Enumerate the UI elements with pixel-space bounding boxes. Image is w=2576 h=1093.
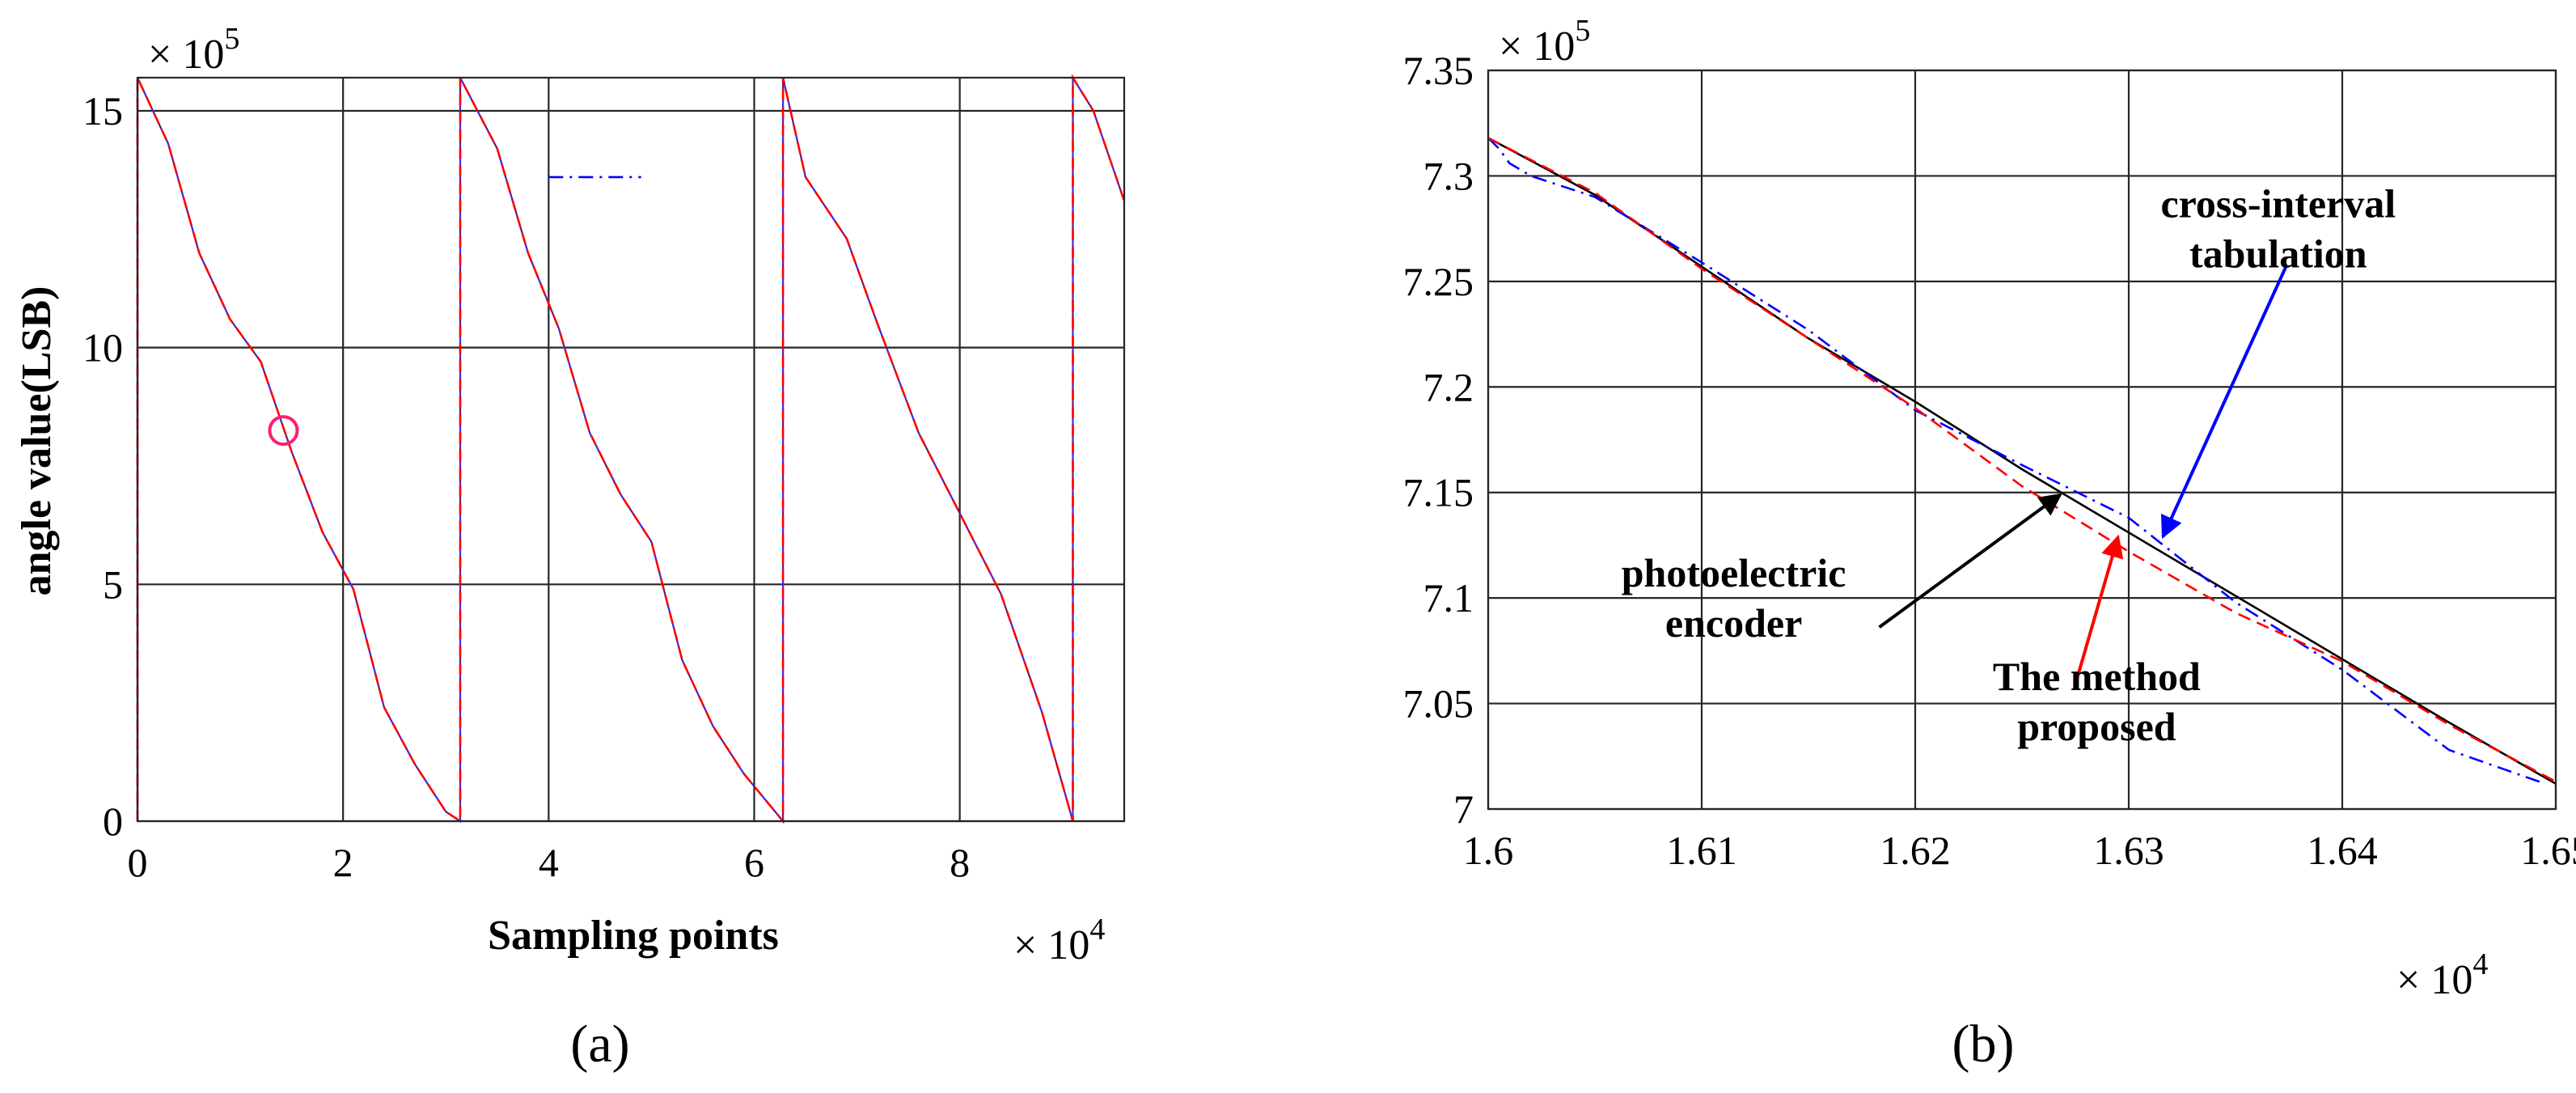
x-tick-label: 1.65 [2520, 828, 2576, 873]
x-tick-label: 1.63 [2093, 828, 2164, 873]
series-group-a [136, 74, 1126, 824]
x-tick-label: 1.62 [1880, 828, 1951, 873]
y-tick-label: 7.2 [1423, 364, 1474, 409]
chart-panel-b: 1.61.611.621.631.641.65 77.057.17.157.27… [1403, 14, 2576, 1074]
y-tick-label: 15 [82, 88, 123, 133]
x-tick-label: 4 [539, 840, 559, 885]
x-multiplier-exp-b: 4 [2472, 947, 2488, 981]
y-multiplier-base-a: × 10 [148, 32, 224, 78]
annotation-label: photoelectric [1622, 550, 1846, 595]
series-line-base [136, 74, 1126, 824]
y-multiplier-exp-b: 5 [1575, 14, 1590, 48]
circle-marker [268, 415, 299, 447]
y-tick-labels-b: 7 7.05 7.1 7.15 7.2 7.25 7.3 7.35 [1403, 48, 1474, 832]
series-group-b [1487, 137, 2557, 785]
y-tick-label: 5 [103, 561, 123, 607]
y-tick-label: 7.1 [1423, 575, 1474, 621]
y-tick-label: 7.05 [1403, 681, 1474, 727]
annotation-arrow [1878, 493, 2062, 629]
y-tick-label: 7.3 [1423, 153, 1474, 198]
x-tick-labels-b: 1.6 1.61 1.62 1.63 1.64 1.65 [1463, 828, 2576, 873]
x-tick-label: 1.64 [2307, 828, 2378, 873]
grid-lines-a [136, 78, 1124, 823]
x-tick-label: 6 [744, 840, 764, 885]
x-tick-label: 0 [128, 840, 148, 885]
y-tick-label: 7 [1453, 786, 1474, 832]
annotation-label: encoder [1665, 600, 1802, 646]
y-tick-label: 10 [82, 325, 123, 371]
y-tick-labels-a: 0 5 10 15 [82, 88, 123, 844]
caption-a: (a) [570, 1015, 629, 1074]
x-tick-label: 1.6 [1463, 828, 1514, 873]
x-tick-label: 2 [333, 840, 353, 885]
annotation-arrow [2160, 265, 2288, 540]
x-multiplier-base-a: × 10 [1013, 922, 1089, 968]
annotation-label: proposed [2017, 704, 2176, 749]
annotation-label: cross-interval [2160, 181, 2396, 227]
y-tick-label: 7.25 [1403, 259, 1474, 304]
caption-b: (b) [1952, 1015, 2015, 1074]
y-axis-label-a: angle value(LSB) [14, 286, 60, 596]
x-multiplier-b: × 104 [2396, 947, 2488, 1003]
x-tick-label: 8 [950, 840, 970, 885]
y-tick-label: 7.35 [1403, 48, 1474, 93]
x-multiplier-exp-a: 4 [1089, 913, 1105, 947]
annotation-label: tabulation [2189, 231, 2367, 277]
plot-frame-b [1487, 69, 2557, 811]
y-multiplier-a: × 105 [148, 22, 239, 78]
x-multiplier-a: × 104 [1013, 913, 1105, 968]
y-tick-label: 7.15 [1403, 470, 1474, 515]
series-line [136, 74, 1126, 824]
y-tick-label: 0 [103, 799, 123, 844]
series-line-blue [137, 74, 1125, 824]
series-line [1487, 137, 2557, 783]
annotation-label: The method [1993, 654, 2201, 699]
x-axis-label-a: Sampling points [488, 913, 779, 959]
annotations-group-a [268, 176, 641, 447]
x-multiplier-base-b: × 10 [2396, 957, 2472, 1003]
annotation-arrow [2075, 534, 2124, 681]
y-multiplier-b: × 105 [1499, 14, 1590, 70]
y-multiplier-base-b: × 10 [1499, 23, 1575, 70]
y-multiplier-exp-a: 5 [224, 22, 239, 56]
chart-panel-a: 0 2 4 6 8 0 5 10 15 Sampling points angle value… [14, 22, 1126, 1074]
x-tick-label: 1.61 [1666, 828, 1737, 873]
series-line [1487, 137, 2546, 785]
plot-frame-a [136, 76, 1126, 823]
x-tick-labels-a: 0 2 4 6 8 [128, 840, 971, 885]
